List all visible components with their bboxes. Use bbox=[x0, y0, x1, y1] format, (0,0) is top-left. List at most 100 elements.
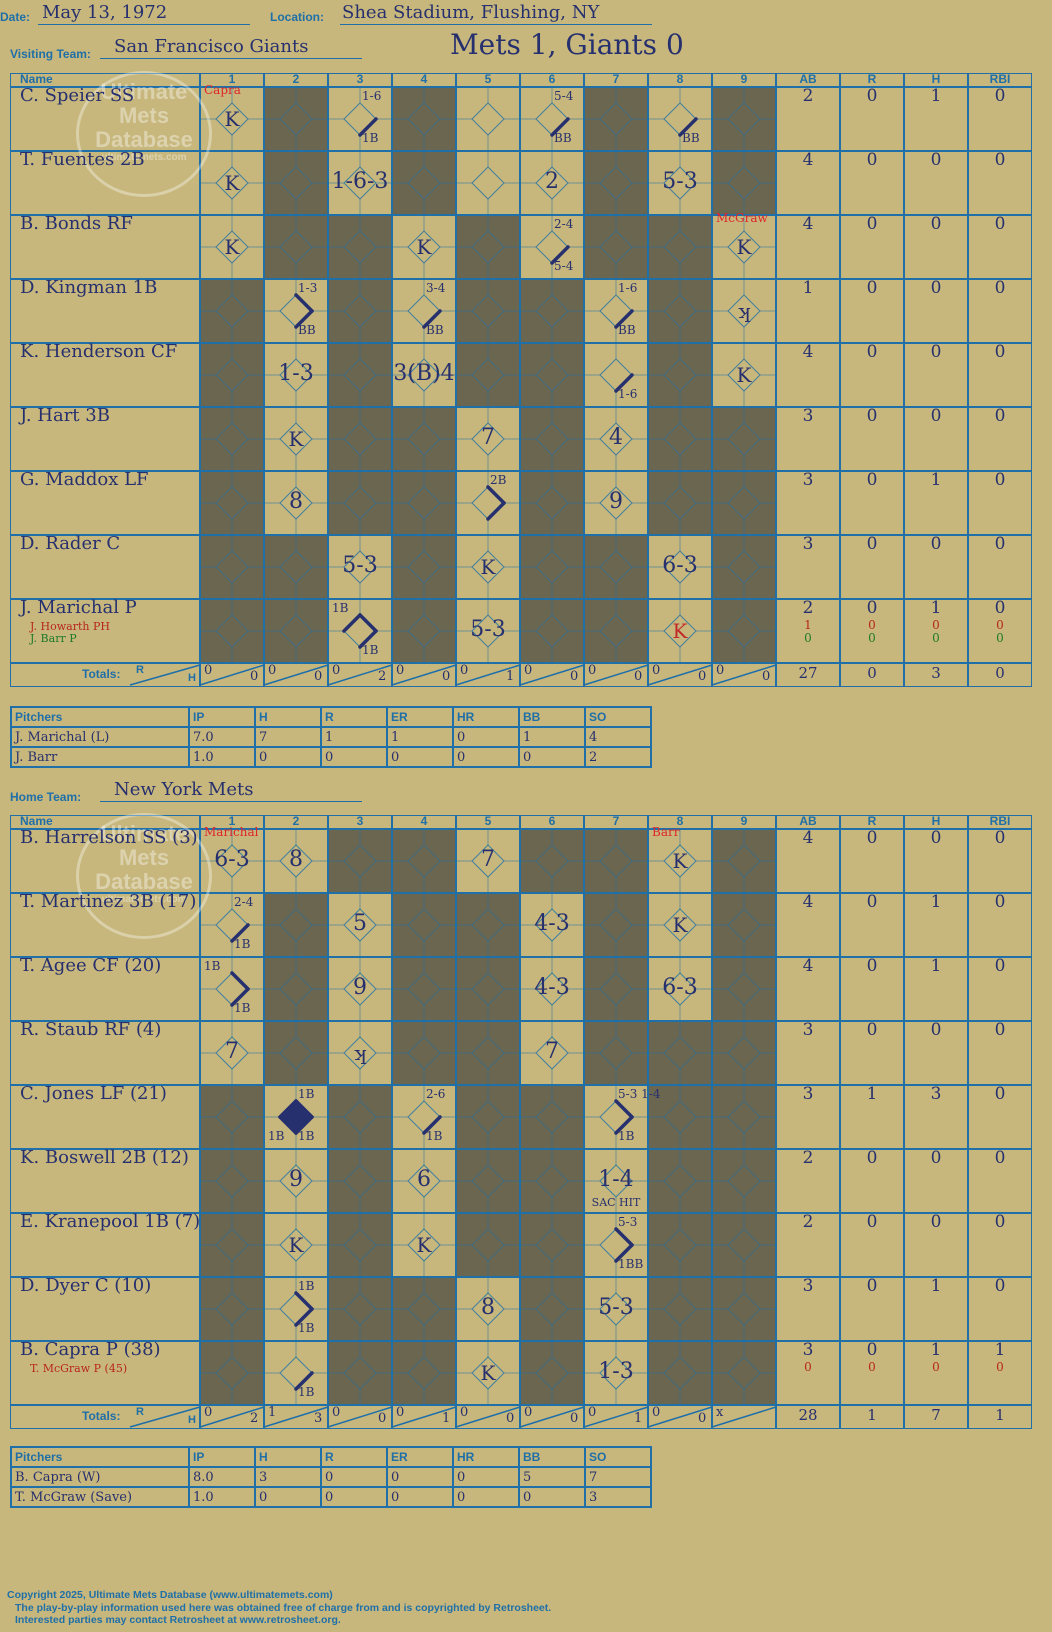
base-path-line bbox=[278, 1115, 298, 1135]
play-notation: ʞ bbox=[737, 298, 751, 323]
home-scorecard: Name 1 2 3 4 5 6 7 8 9 AB R H RBI Ultimate Mets Database… bbox=[10, 813, 1032, 1434]
batter-name: D. Dyer C (10) bbox=[20, 1275, 152, 1296]
stat-value: 0 bbox=[866, 598, 878, 618]
pitchers-title: Pitchers bbox=[10, 706, 190, 728]
pitching-stat-header: HR bbox=[452, 1446, 520, 1468]
base-diamond bbox=[471, 102, 505, 136]
stat-value: 0 bbox=[994, 86, 1006, 106]
base-path-line bbox=[230, 987, 250, 1007]
base-path-line bbox=[358, 613, 378, 633]
stat-value: 1 bbox=[802, 278, 814, 298]
pitchers-title: Pitchers bbox=[10, 1446, 190, 1468]
stat-value: 4 bbox=[802, 828, 814, 848]
play-notation: 7 bbox=[481, 425, 495, 451]
visitors-pitchers-table: Pitchers IP H R ER HR BB SO J. Marichal (L) 7.0 7 1… bbox=[10, 706, 652, 768]
pitching-change-note: McGraw bbox=[716, 211, 768, 225]
play-notation: 1B bbox=[362, 643, 379, 657]
pitching-change-note: Capra bbox=[204, 83, 241, 97]
home-team-underline bbox=[100, 801, 362, 802]
stat-value: 0 bbox=[866, 1276, 878, 1296]
play-notation: BB bbox=[618, 323, 636, 337]
play-notation: 2 bbox=[545, 169, 559, 195]
batter-name: T. Fuentes 2B bbox=[20, 149, 145, 170]
stat-value: 0 bbox=[994, 1148, 1006, 1168]
play-notation: BB bbox=[682, 131, 700, 145]
totals-r-label: R bbox=[136, 664, 144, 676]
base-path-line bbox=[422, 1115, 442, 1135]
watermark-url: ultimatemets.com bbox=[101, 894, 187, 905]
pitching-stat-header: ER bbox=[386, 1446, 454, 1468]
stat-value: 3 bbox=[802, 470, 814, 490]
visitors-scorecard: Name 1 2 3 4 5 6 7 8 9 AB R H RBI Ultimate Mets Database… bbox=[10, 71, 1032, 692]
inning-header-7: 7 bbox=[612, 72, 620, 86]
inning-runs-total: 0 bbox=[716, 663, 725, 678]
stat-value: 0 bbox=[866, 470, 878, 490]
pitching-stat-value: 1 bbox=[320, 726, 388, 748]
pitching-stat-value: 7 bbox=[584, 1466, 652, 1488]
play-notation: 1B bbox=[298, 1129, 315, 1143]
pitching-stat-value: 7 bbox=[254, 726, 322, 748]
stat-value: 0 bbox=[930, 342, 942, 362]
home-pitchers-table: Pitchers IP H R ER HR BB SO B. Capra (W) 8.0 3 0 0 0 5… bbox=[10, 1446, 652, 1508]
pitching-stat-value: 3 bbox=[584, 1486, 652, 1508]
stat-value: 4 bbox=[802, 956, 814, 976]
base-path-line bbox=[294, 1291, 314, 1311]
stat-value: 0 bbox=[994, 956, 1006, 976]
pitcher-name: J. Barr bbox=[10, 746, 190, 768]
stat-value: 1 bbox=[866, 1084, 878, 1104]
pitching-stat-header: IP bbox=[188, 706, 256, 728]
play-notation: 5 bbox=[353, 911, 367, 937]
play-notation: 4-3 bbox=[534, 911, 570, 937]
sub-stat-value: 0 bbox=[804, 631, 812, 645]
stat-value: 3 bbox=[802, 534, 814, 554]
pitching-stat-header: H bbox=[254, 1446, 322, 1468]
pitching-stat-header: SO bbox=[584, 1446, 652, 1468]
play-notation: 1-3 bbox=[598, 1359, 634, 1385]
pitching-stat-value: 1 bbox=[518, 726, 586, 748]
stat-value: 0 bbox=[930, 406, 942, 426]
pitching-stat-header: R bbox=[320, 706, 388, 728]
ultimate-mets-watermark: Ultimate Mets Database ultimatemets.com bbox=[76, 71, 212, 197]
pitching-change-note: Marichal bbox=[204, 825, 259, 839]
base-diamond bbox=[471, 166, 505, 200]
play-notation: 9 bbox=[609, 489, 623, 515]
stat-value: 1 bbox=[930, 470, 942, 490]
batter-name: C. Jones LF (21) bbox=[20, 1083, 167, 1104]
pitching-change-note: Barr bbox=[652, 825, 680, 839]
base-path-line bbox=[614, 1227, 634, 1247]
play-notation: 8 bbox=[289, 489, 303, 515]
game-total-stat: 27 bbox=[798, 664, 818, 682]
totals-h-label: H bbox=[188, 1414, 196, 1426]
retrosheet-contact: Interested parties may contact Retroshee… bbox=[15, 1614, 341, 1626]
game-result: Mets 1, Giants 0 bbox=[450, 28, 684, 61]
play-notation: 1B bbox=[298, 1321, 315, 1335]
inning-hits-total: 0 bbox=[634, 669, 643, 684]
pitching-stat-value: 0 bbox=[320, 746, 388, 768]
play-notation: 6-3 bbox=[214, 847, 250, 873]
play-notation: 1BB bbox=[618, 1257, 644, 1271]
sub-stat-value: 0 bbox=[932, 618, 940, 632]
play-notation: K bbox=[288, 426, 304, 451]
home-team-label: Home Team: bbox=[10, 790, 82, 804]
stat-value: 0 bbox=[930, 150, 942, 170]
watermark-text: Database bbox=[95, 869, 193, 894]
play-notation: 5-4 bbox=[554, 259, 574, 273]
inning-runs-total: 0 bbox=[524, 663, 533, 678]
play-notation: 1B bbox=[298, 1087, 315, 1101]
stat-value: 0 bbox=[994, 1276, 1006, 1296]
pitching-stat-header: H bbox=[254, 706, 322, 728]
pitching-stat-value: 1 bbox=[386, 726, 454, 748]
pitching-stat-value: 0 bbox=[254, 746, 322, 768]
pitching-stat-value: 0 bbox=[452, 746, 520, 768]
totals-label: Totals: bbox=[82, 667, 121, 681]
base-path-line bbox=[294, 1307, 314, 1327]
stat-value: 0 bbox=[994, 214, 1006, 234]
base-path-line bbox=[486, 485, 506, 505]
base-path-line bbox=[614, 1243, 634, 1263]
pitching-stat-value: 0 bbox=[320, 1486, 388, 1508]
game-total-stat: 0 bbox=[995, 664, 1005, 682]
substitute-name: J. Barr P bbox=[30, 632, 77, 645]
game-date: May 13, 1972 bbox=[42, 2, 168, 23]
pitcher-row: T. McGraw (Save) 1.0 0 0 0 0 0 3 bbox=[10, 1486, 652, 1508]
stat-value: 0 bbox=[994, 278, 1006, 298]
